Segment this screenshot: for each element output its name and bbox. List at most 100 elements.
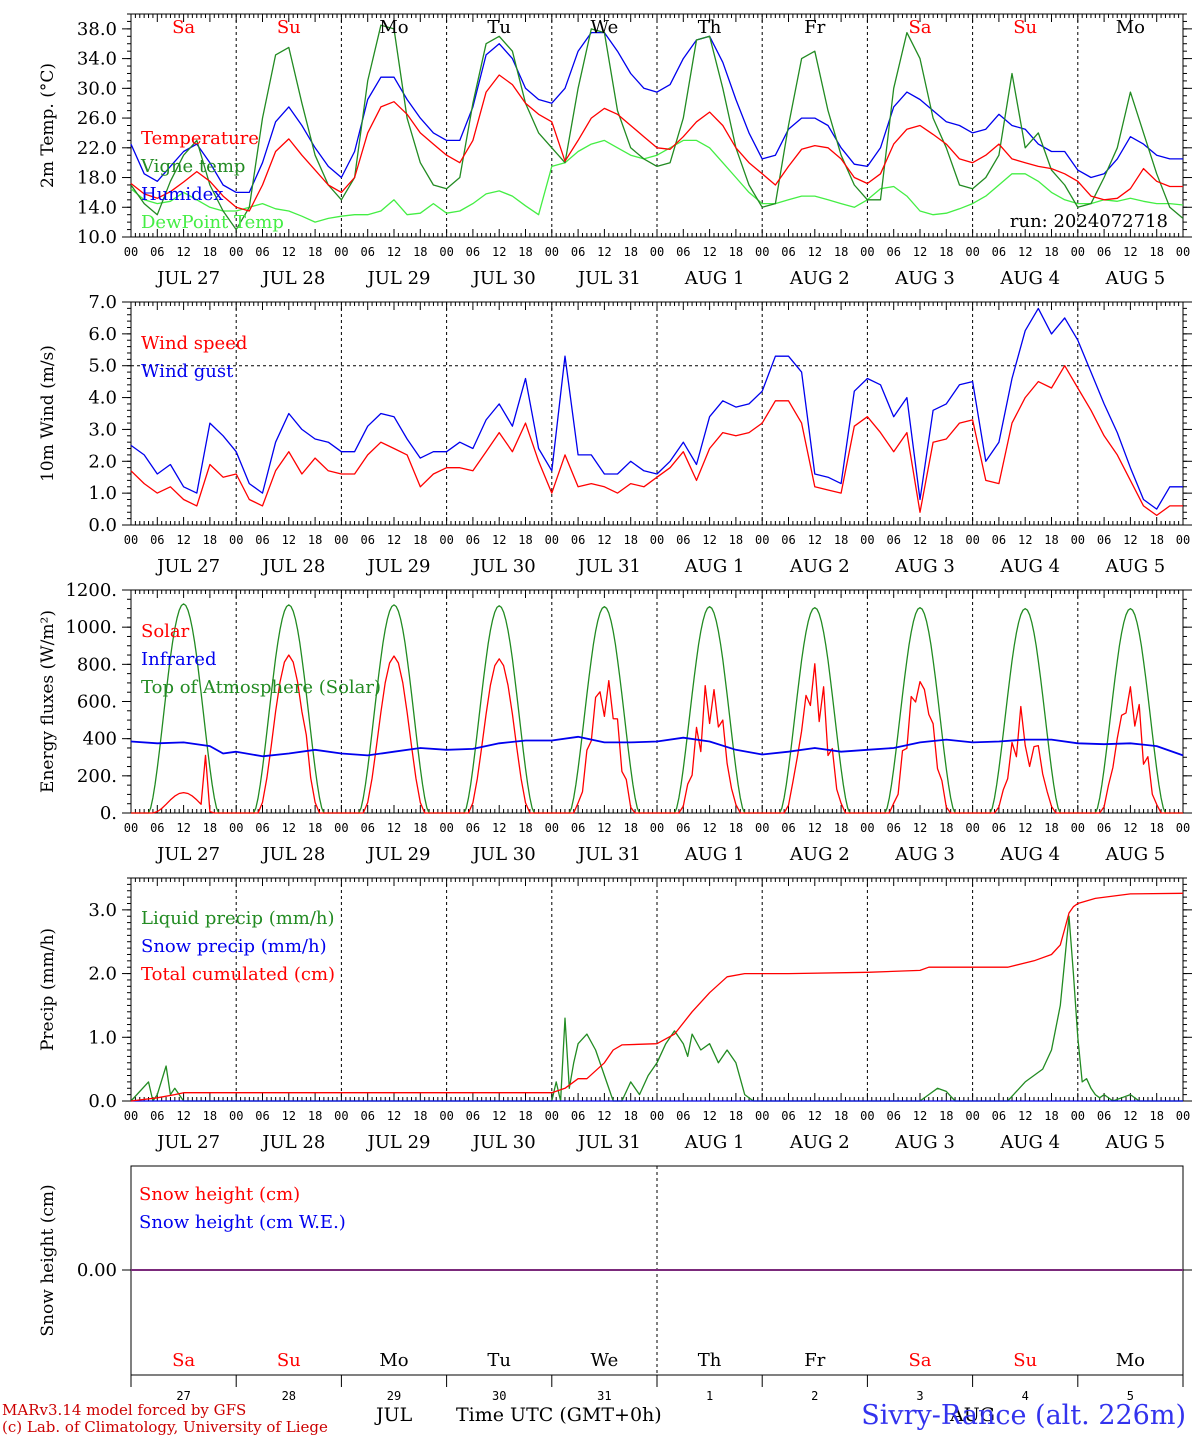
hour-tick-label: 12 (1123, 1109, 1137, 1123)
hour-tick-label: 00 (1071, 821, 1085, 835)
hour-tick-label: 12 (913, 1109, 927, 1123)
hour-tick-label: 00 (229, 1109, 243, 1123)
date-tick-label: JUL 31 (576, 556, 641, 577)
lab-credit: (c) Lab. of Climatology, University of L… (2, 1418, 328, 1436)
hour-tick-label: 18 (518, 1109, 532, 1123)
date-tick-label: JUL 31 (576, 268, 641, 289)
date-tick-label: AUG 3 (894, 1132, 955, 1153)
hour-tick-label: 06 (255, 821, 269, 835)
hour-tick-label: 12 (1018, 533, 1032, 547)
series-temperature (130, 74, 1183, 212)
legend-liquid-precip-mm-h-: Liquid precip (mm/h) (141, 908, 335, 929)
series-infrared (130, 735, 1184, 758)
hour-tick-label: 00 (334, 245, 348, 259)
hour-tick-label: 18 (1044, 245, 1058, 259)
hour-tick-label: 18 (623, 533, 637, 547)
hour-tick-label: 18 (729, 533, 743, 547)
series-total-cumulated-cm- (130, 892, 1184, 1102)
y-axis-label: Snow height (cm) (38, 1184, 58, 1336)
hour-tick-label: 12 (176, 821, 190, 835)
series-liquid-precip-mm-h- (130, 915, 1183, 1102)
hour-tick-label: 06 (571, 821, 585, 835)
hour-tick-label: 18 (518, 533, 532, 547)
panel-frame-3 (130, 589, 1184, 814)
hour-tick-label: 00 (755, 533, 769, 547)
hour-tick-label: 12 (282, 821, 296, 835)
weekday-label: Su (1013, 17, 1037, 38)
y-tick-label: 18.0 (77, 168, 117, 189)
date-tick-label: JUL 27 (155, 556, 220, 577)
hour-tick-label: 18 (308, 821, 322, 835)
hour-tick-label: 00 (965, 533, 979, 547)
y-tick-label: 0. (100, 803, 117, 824)
date-tick-label: JUL 30 (471, 1132, 536, 1153)
hour-tick-label: 12 (1123, 533, 1137, 547)
date-tick-label: AUG 1 (684, 268, 745, 289)
hour-tick-label: 00 (545, 1109, 559, 1123)
weekday-label: We (591, 1350, 619, 1371)
hour-tick-label: 18 (729, 245, 743, 259)
hour-tick-label: 18 (939, 533, 953, 547)
series-wind-gust (130, 307, 1183, 510)
hour-tick-label: 00 (1176, 1109, 1190, 1123)
hour-tick-label: 06 (1097, 245, 1111, 259)
hour-tick-label: 00 (860, 821, 874, 835)
y-tick-label: 600. (77, 692, 117, 713)
date-tick-label: AUG 3 (894, 556, 955, 577)
date-tick-label: JUL 28 (260, 268, 325, 289)
weekday-label: Mo (379, 1350, 408, 1371)
y-tick-label: 3.0 (88, 419, 117, 440)
hour-tick-label: 00 (755, 821, 769, 835)
weekday-label: Su (277, 17, 301, 38)
legend-dewpoint-temp: DewPoint Temp (141, 212, 284, 233)
y-axis-label: Energy fluxes (W/m²) (38, 610, 58, 793)
hour-tick-label: 06 (150, 533, 164, 547)
hour-tick-label: 00 (124, 1109, 138, 1123)
hour-tick-label: 18 (729, 821, 743, 835)
hour-tick-label: 18 (834, 1109, 848, 1123)
hour-tick-label: 18 (1149, 821, 1163, 835)
hour-tick-label: 12 (808, 1109, 822, 1123)
date-tick-label: AUG 4 (999, 1132, 1060, 1153)
hour-tick-label: 12 (702, 821, 716, 835)
hour-tick-label: 06 (992, 1109, 1006, 1123)
hour-tick-label: 06 (150, 1109, 164, 1123)
date-tick-label: AUG 4 (999, 268, 1060, 289)
date-tick-label: AUG 4 (999, 844, 1060, 865)
y-tick-label: 1200. (65, 580, 117, 601)
hour-tick-label: 12 (387, 821, 401, 835)
hour-tick-label: 18 (308, 245, 322, 259)
date-tick-label: AUG 3 (894, 844, 955, 865)
legend-solar: Solar (141, 621, 190, 642)
hour-tick-label: 00 (650, 821, 664, 835)
hour-tick-label: 12 (808, 821, 822, 835)
hour-tick-label: 12 (702, 533, 716, 547)
hour-tick-label: 18 (939, 245, 953, 259)
date-tick-label: JUL 31 (576, 1132, 641, 1153)
legend-total-cumulated-cm-: Total cumulated (cm) (141, 964, 335, 985)
hour-tick-label: 06 (466, 821, 480, 835)
legend-wind-speed: Wind speed (141, 333, 247, 354)
hour-tick-label: 00 (1071, 1109, 1085, 1123)
hour-tick-label: 18 (1044, 821, 1058, 835)
hour-tick-label: 06 (360, 533, 374, 547)
hour-tick-label: 12 (913, 821, 927, 835)
y-tick-label: 2.0 (88, 451, 117, 472)
hour-tick-label: 00 (229, 533, 243, 547)
jul-month-label: JUL (376, 1404, 413, 1426)
hour-tick-label: 06 (360, 245, 374, 259)
day-number-label: 29 (387, 1389, 401, 1403)
day-number-label: 27 (176, 1389, 190, 1403)
hour-tick-label: 06 (886, 1109, 900, 1123)
date-tick-label: JUL 30 (471, 268, 536, 289)
hour-tick-label: 06 (1097, 533, 1111, 547)
hour-tick-label: 12 (913, 245, 927, 259)
hour-tick-label: 00 (229, 245, 243, 259)
hour-tick-label: 00 (1071, 533, 1085, 547)
hour-tick-label: 00 (650, 533, 664, 547)
hour-tick-label: 00 (965, 245, 979, 259)
date-tick-label: AUG 1 (684, 844, 745, 865)
date-tick-label: JUL 29 (366, 844, 431, 865)
hour-tick-label: 06 (360, 1109, 374, 1123)
hour-tick-label: 12 (282, 1109, 296, 1123)
